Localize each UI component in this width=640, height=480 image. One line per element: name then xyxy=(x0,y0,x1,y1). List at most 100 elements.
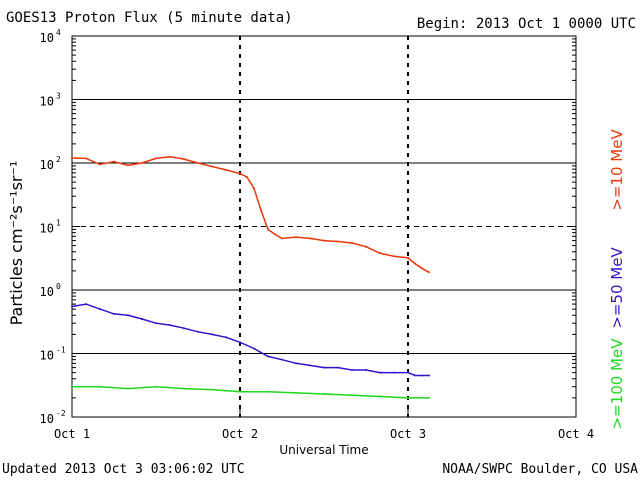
series-0-point-8 xyxy=(183,158,185,161)
ytick-label-2: 10 xyxy=(40,285,54,299)
series-1-point-21 xyxy=(365,368,367,371)
series-0-point-5 xyxy=(141,162,143,164)
series-1-point-1 xyxy=(85,303,87,306)
series-0-point-3 xyxy=(113,160,115,163)
ytick-label-5: 10 xyxy=(40,95,54,109)
series-2-point-12 xyxy=(407,396,409,399)
ytick-label-1: 10 xyxy=(40,349,54,363)
series-1-point-13 xyxy=(253,347,255,350)
series-0-point-13 xyxy=(246,176,248,179)
y-axis-label: Particles cm⁻²s⁻¹sr⁻¹ xyxy=(7,161,26,326)
series-2-point-8 xyxy=(295,391,297,394)
series-0-point-9 xyxy=(197,162,199,164)
series-1-point-2 xyxy=(99,308,101,311)
legend-item-0: >=10 MeV xyxy=(608,129,626,211)
begin-time-label: Begin: 2013 Oct 1 0000 UTC xyxy=(417,16,636,32)
series-0-point-28 xyxy=(414,262,416,265)
xtick-label-1: Oct 2 xyxy=(222,427,258,441)
day-marker-lines xyxy=(239,36,409,417)
ytick-exponent-0: -2 xyxy=(56,409,66,418)
series-0-point-30 xyxy=(428,271,430,274)
series-2-point-7 xyxy=(267,390,269,393)
series-layer xyxy=(71,155,430,399)
series-2-point-2 xyxy=(127,387,129,390)
ytick-label-4: 10 xyxy=(40,158,54,172)
series-0-point-19 xyxy=(295,236,297,239)
series-0-point-14 xyxy=(253,187,255,190)
series-1-point-19 xyxy=(337,366,339,369)
series-0-point-11 xyxy=(225,168,227,171)
series-1-point-7 xyxy=(169,324,171,327)
series-1-point-3 xyxy=(113,312,115,315)
series-1-point-4 xyxy=(127,314,129,317)
series-2-point-1 xyxy=(99,385,101,388)
series-2-point-6 xyxy=(239,390,241,393)
series-2-point-4 xyxy=(183,387,185,390)
legend-item-1: >=50 MeV xyxy=(608,247,626,329)
ytick-exponent-6: 4 xyxy=(56,28,61,37)
series-1-point-24 xyxy=(407,371,409,374)
ytick-exponent-1: -1 xyxy=(56,346,66,355)
series-0-point-16 xyxy=(267,228,269,231)
series-0-point-17 xyxy=(274,233,276,236)
series-line-2 xyxy=(72,385,429,399)
series-1-point-9 xyxy=(197,330,199,333)
updated-timestamp: Updated 2013 Oct 3 03:06:02 UTC xyxy=(2,462,245,477)
ytick-exponent-5: 3 xyxy=(56,92,61,101)
series-2-point-9 xyxy=(323,393,325,396)
series-2-point-0 xyxy=(71,385,73,388)
series-1-point-10 xyxy=(211,333,213,336)
series-2-point-13 xyxy=(428,396,430,399)
series-0-point-22 xyxy=(337,240,339,243)
legend: >=10 MeV >=50 MeV >=100 MeV xyxy=(608,129,626,430)
series-1-point-18 xyxy=(323,366,325,369)
xtick-label-3: Oct 4 xyxy=(558,427,594,441)
series-1-point-27 xyxy=(428,374,430,377)
xtick-label-0: Oct 1 xyxy=(54,427,90,441)
series-1-point-20 xyxy=(351,368,353,371)
series-1-point-5 xyxy=(141,317,143,320)
series-0-point-26 xyxy=(393,255,395,258)
series-0-point-25 xyxy=(379,252,381,255)
series-1-point-16 xyxy=(295,362,297,365)
series-0-point-4 xyxy=(127,164,129,167)
series-1-point-11 xyxy=(225,336,227,339)
ytick-label-6: 10 xyxy=(40,31,54,45)
series-0-point-29 xyxy=(421,267,423,270)
series-1-point-12 xyxy=(239,341,241,344)
series-0-point-7 xyxy=(169,155,171,158)
series-0-point-24 xyxy=(365,245,367,248)
series-0-point-18 xyxy=(281,237,283,240)
series-0-point-23 xyxy=(351,241,353,244)
series-1-point-26 xyxy=(421,374,423,377)
series-2-point-10 xyxy=(351,394,353,397)
series-2-point-5 xyxy=(211,388,213,391)
series-1-point-14 xyxy=(267,355,269,358)
x-axis-label: Universal Time xyxy=(279,443,368,457)
series-line-0 xyxy=(71,156,430,273)
ytick-label-3: 10 xyxy=(40,222,54,236)
series-0-point-20 xyxy=(309,237,311,240)
chart-title: GOES13 Proton Flux (5 minute data) xyxy=(6,10,293,26)
xtick-label-2: Oct 3 xyxy=(390,427,426,441)
series-0-point-10 xyxy=(211,165,213,168)
series-0-point-6 xyxy=(155,157,157,160)
series-1-point-22 xyxy=(379,371,381,374)
series-line-1 xyxy=(71,303,429,377)
ytick-exponent-2: 0 xyxy=(56,282,61,291)
ytick-exponent-3: 1 xyxy=(56,219,61,228)
x-tick-labels: Oct 1 Oct 2 Oct 3 Oct 4 xyxy=(54,409,594,441)
series-0-point-27 xyxy=(407,256,409,259)
series-2-point-3 xyxy=(155,385,157,388)
series-0-point-15 xyxy=(260,209,262,212)
ytick-exponent-4: 2 xyxy=(56,155,61,164)
series-0-point-21 xyxy=(323,239,325,242)
series-1-point-25 xyxy=(414,374,416,377)
credit-text: NOAA/SWPC Boulder, CO USA xyxy=(442,462,638,477)
series-1-point-6 xyxy=(155,322,157,325)
series-1-point-8 xyxy=(183,327,185,330)
ytick-label-0: 10 xyxy=(40,412,54,426)
series-0-point-2 xyxy=(99,163,101,166)
